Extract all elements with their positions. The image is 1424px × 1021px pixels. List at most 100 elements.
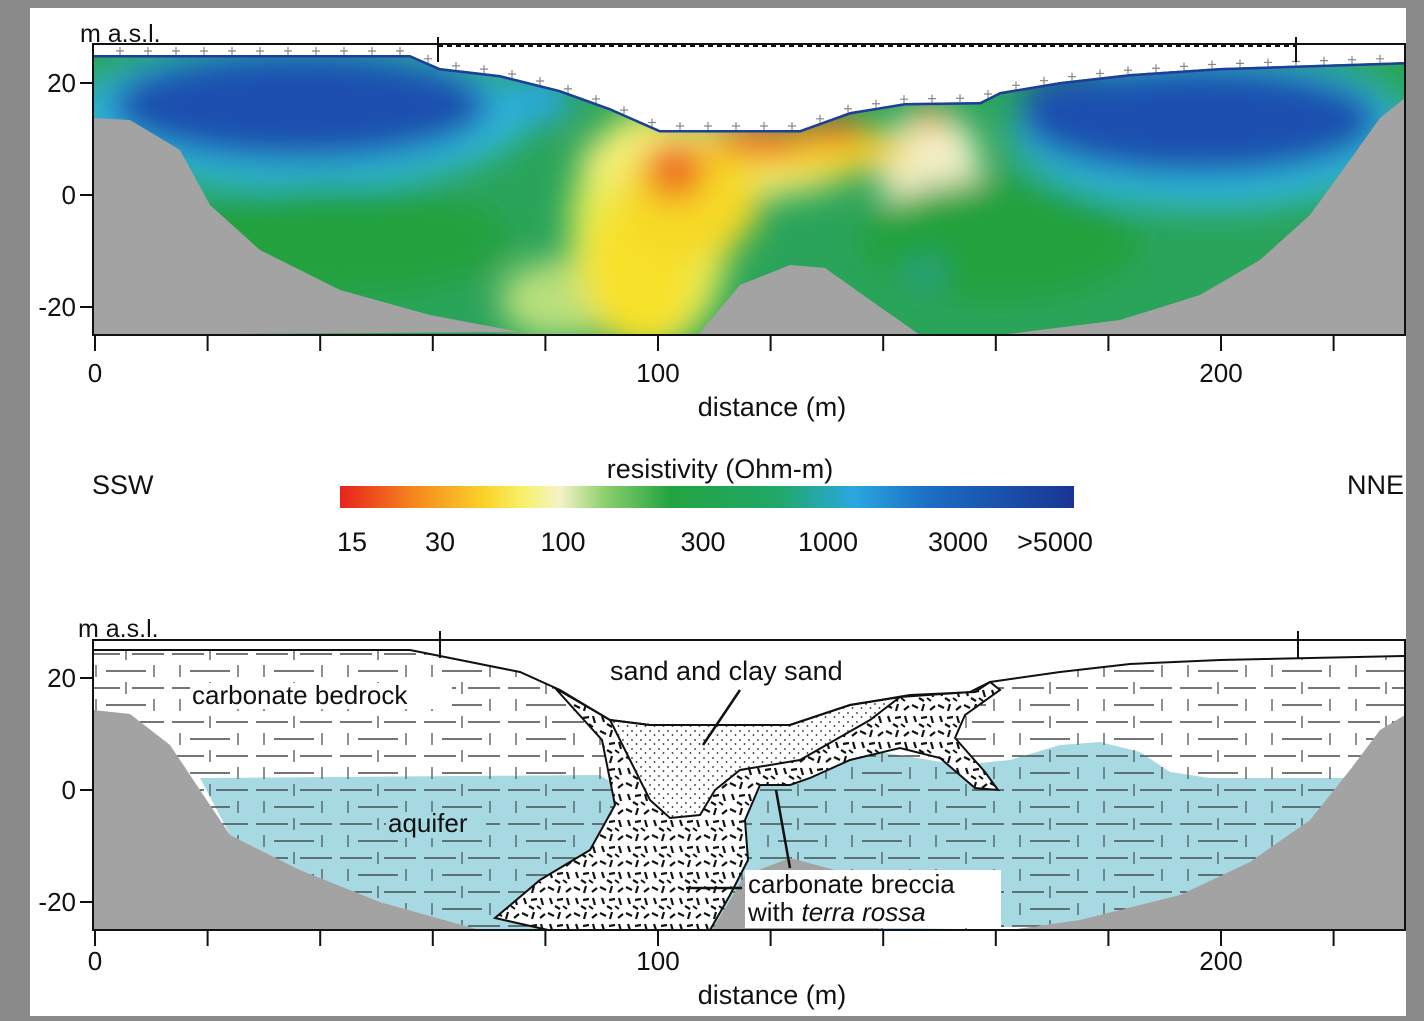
breccia-label-line1: carbonate breccia: [748, 869, 955, 899]
colorbar-title: resistivity (Ohm-m): [607, 454, 833, 484]
colorbar-label: 1000: [798, 527, 858, 557]
sand-leader-line: [701, 689, 742, 746]
electrode-marker: [340, 47, 348, 55]
bottom-x-tick-label: 200: [1199, 946, 1242, 976]
electrode-marker: [984, 90, 992, 98]
electrode-markers: [116, 47, 1384, 130]
electrode-marker: [1264, 58, 1272, 67]
breccia-label-line2: with terra rossa: [747, 897, 926, 927]
bedrock-label-bg: [190, 683, 452, 709]
electrode-marker: [396, 47, 404, 55]
electrode-marker: [928, 94, 936, 103]
direction-right-label: NNE: [1347, 470, 1404, 500]
electrode-marker: [1320, 56, 1328, 65]
electrode-marker: [648, 118, 656, 127]
colorbar-label: 100: [540, 527, 585, 557]
electrode-marker: [1376, 54, 1384, 63]
electrode-marker: [480, 65, 488, 74]
resistivity-colorbar: SSW NNE resistivity (Ohm-m) 15 30 100 300 10…: [92, 454, 1404, 557]
electrode-marker: [956, 94, 964, 103]
electrode-marker: [872, 99, 880, 108]
electrode-marker: [788, 122, 796, 130]
resistivity-image: [93, 55, 1405, 335]
electrode-marker: [1152, 64, 1160, 73]
bottom-x-axis: 0 100 200: [88, 930, 1335, 976]
basement-left: [93, 710, 480, 930]
bedrock-flank-left: [93, 118, 520, 335]
basement-right: [1010, 715, 1405, 930]
bedrock-label: carbonate bedrock: [192, 680, 408, 710]
resistivity-section: 200-20 0 100 200 m a.s.l. distance (m): [38, 20, 1406, 422]
colorbar-gradient: [340, 486, 1074, 508]
electrode-marker: [228, 47, 236, 55]
bottom-x-axis-title: distance (m): [698, 980, 847, 1010]
bottom-y-axis-title: m a.s.l.: [78, 615, 159, 643]
electrode-marker: [200, 47, 208, 55]
colorbar-label: >5000: [1017, 527, 1093, 557]
aquifer-pattern: [200, 742, 1360, 930]
top-x-axis-title: distance (m): [698, 392, 847, 422]
electrode-marker: [1180, 62, 1188, 71]
electrode-marker: [424, 54, 432, 63]
breccia-label-bg: [745, 870, 1001, 928]
survey-extent-bottom: [439, 631, 1299, 658]
top-x-tick-label: 0: [88, 358, 102, 388]
top-frame: [92, 43, 1406, 336]
electrode-marker: [284, 47, 292, 55]
electrode-marker: [312, 47, 320, 55]
bottom-x-tick-label: 100: [636, 946, 679, 976]
electrode-marker: [172, 47, 180, 55]
top-x-axis: 0 100 200: [88, 335, 1335, 388]
electrode-marker: [676, 122, 684, 130]
electrode-marker: [116, 47, 124, 55]
electrode-marker: [1040, 76, 1048, 85]
bedrock-knob-center: [698, 265, 920, 335]
bedrock-flank-right: [1000, 98, 1405, 335]
electrode-marker: [1208, 60, 1216, 69]
bottom-x-tick-label: 0: [88, 946, 102, 976]
electrode-marker: [564, 84, 572, 93]
colorbar-label: 30: [425, 527, 455, 557]
top-x-tick-label: 100: [636, 358, 679, 388]
electrode-marker: [1236, 59, 1244, 68]
bottom-y-tick-label: 0: [62, 775, 76, 805]
electrode-marker: [368, 47, 376, 55]
top-y-tick-label: 0: [62, 180, 76, 210]
electrode-marker: [620, 106, 628, 115]
sand-pattern: [610, 697, 900, 818]
survey-extent-top: [437, 37, 1297, 62]
top-y-axis-title: m a.s.l.: [80, 20, 161, 48]
colorbar-label: 300: [680, 527, 725, 557]
electrode-marker: [1012, 81, 1020, 90]
electrode-marker: [760, 122, 768, 130]
interpretation-section: carbonate bedrock sand and clay sand aqu…: [38, 615, 1406, 1010]
colorbar-label: 3000: [928, 527, 988, 557]
aquifer-label: aquifer: [388, 808, 468, 838]
electrode-marker: [1348, 55, 1356, 64]
top-x-tick-label: 200: [1199, 358, 1242, 388]
electrode-marker: [844, 104, 852, 113]
bottom-y-axis: 20 0 -20: [38, 663, 93, 917]
electrode-marker: [1124, 66, 1132, 75]
sand-label: sand and clay sand: [610, 656, 843, 686]
aquifer-label-bg: [386, 812, 486, 838]
ground-surface-line: [93, 649, 1406, 726]
electrode-marker: [900, 95, 908, 104]
colorbar-label: 15: [337, 527, 367, 557]
electrode-marker: [1068, 72, 1076, 81]
electrode-marker: [536, 77, 544, 85]
top-y-axis: 20 0 -20: [38, 68, 93, 322]
electrode-marker: [592, 94, 600, 103]
direction-left-label: SSW: [92, 470, 154, 500]
electrode-marker: [508, 70, 516, 78]
electrode-marker: [256, 47, 264, 55]
electrode-marker: [144, 47, 152, 55]
colorbar-labels: 15 30 100 300 1000 3000 >5000: [337, 527, 1093, 557]
electrode-marker: [704, 122, 712, 130]
top-y-tick-label: 20: [47, 68, 76, 98]
breccia-leader-upper: [774, 789, 792, 869]
top-y-tick-label: -20: [38, 292, 76, 322]
electrode-marker: [816, 114, 824, 123]
